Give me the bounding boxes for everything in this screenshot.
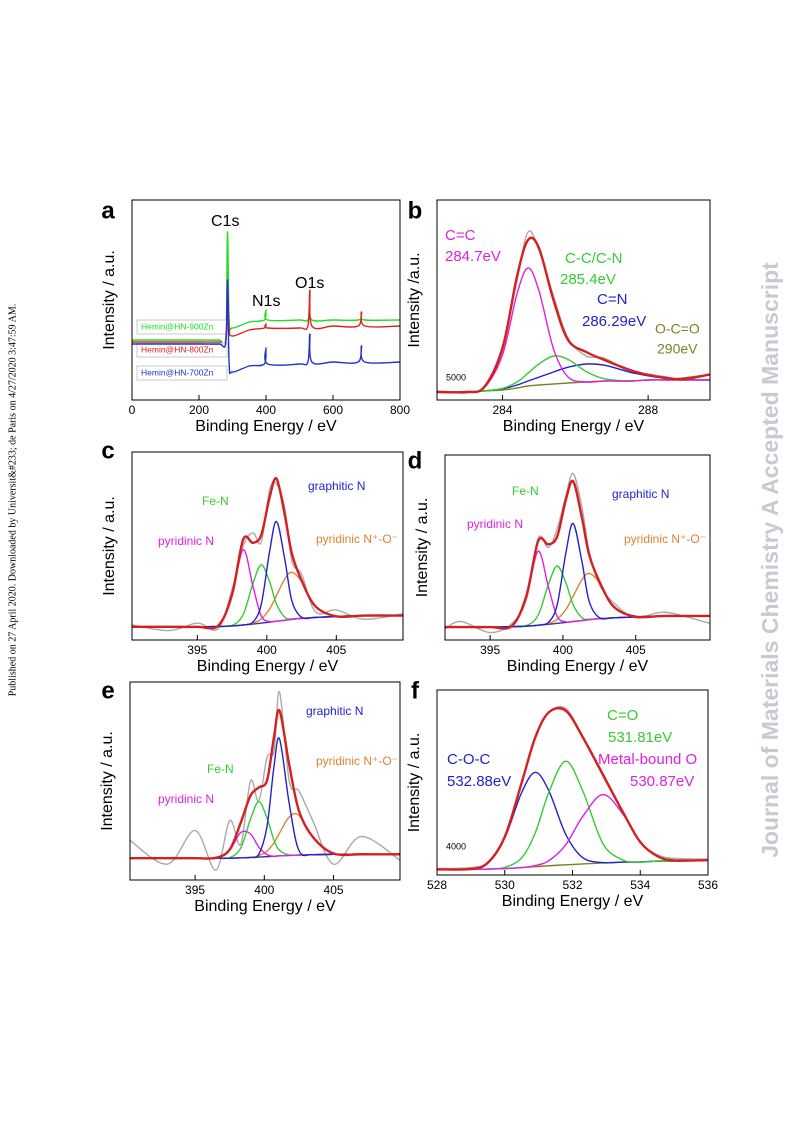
data-line [445, 479, 711, 630]
annotation: 285.4eV [560, 271, 616, 288]
x-tick-label: 200 [189, 403, 209, 417]
annotation: C=C [445, 227, 476, 244]
legend-label: Hemin@HN-900Zn [141, 321, 214, 331]
annotation: graphitic N [306, 704, 363, 718]
plot-frame [131, 451, 404, 641]
x-tick-label: 405 [324, 883, 344, 897]
plot-frame [129, 681, 401, 881]
annotation: 4000 [446, 841, 466, 851]
data-line [445, 572, 711, 628]
x-tick-label: 395 [185, 883, 205, 897]
x-tick-label: 600 [323, 403, 343, 417]
annotation: 531.81eV [608, 729, 672, 746]
annotation: pyridinic N [158, 534, 214, 548]
legend-label: Hemin@HN-800Zn [141, 344, 214, 354]
panel-label: c [101, 437, 114, 464]
y-axis-label: Intensity / a.u. [101, 496, 118, 596]
annotation: Fe-N [207, 762, 234, 776]
journal-name: Journal of Materials Chemistry A Accepte… [757, 262, 783, 858]
annotation: graphitic N [612, 487, 669, 501]
panel-label: e [101, 677, 114, 704]
data-line [436, 236, 711, 394]
annotation: 532.88eV [447, 773, 511, 790]
annotation: Fe-N [512, 484, 539, 498]
data-line [129, 800, 400, 860]
annotation: C-C/C-N [565, 250, 623, 267]
plot-frame [436, 199, 711, 401]
y-axis-label: Intensity / a.u. [101, 250, 118, 350]
annotation: Metal-bound O [598, 751, 697, 768]
x-axis-label: Binding Energy / eV [197, 658, 339, 675]
annotation: C1s [211, 213, 239, 230]
data-line [445, 522, 711, 628]
data-line [131, 279, 401, 375]
x-tick-label: 532 [562, 878, 582, 892]
annotation: pyridinic N [467, 517, 523, 531]
x-tick-label: 400 [254, 883, 274, 897]
annotation: graphitic N [308, 479, 365, 493]
y-axis-label: Intensity / a.u. [414, 498, 431, 598]
data-line [131, 481, 404, 632]
x-tick-label: 395 [187, 643, 207, 657]
annotation: N1s [252, 293, 280, 310]
annotation: C-O-C [447, 751, 490, 768]
panel-label: f [411, 677, 420, 704]
x-axis-label: Binding Energy / eV [194, 898, 336, 915]
data-line [132, 477, 404, 630]
panel-label: d [408, 447, 423, 474]
annotation: C=N [597, 291, 627, 308]
x-tick-label: 528 [427, 878, 447, 892]
annotation: pyridinic N [158, 792, 214, 806]
x-tick-label: 288 [638, 403, 658, 417]
annotation: pyridinic N⁺-O⁻ [316, 532, 398, 546]
legend-box [136, 365, 228, 381]
annotation: 530.87eV [630, 773, 694, 790]
panel-label: a [101, 197, 115, 224]
x-tick-label: 405 [626, 643, 646, 657]
legend-label: Hemin@HN-700Zn [141, 367, 214, 377]
annotation: O1s [295, 275, 324, 292]
annotation: O-C=O [655, 321, 700, 337]
annotation: C=O [607, 707, 638, 724]
data-line [445, 565, 711, 628]
x-axis-label: Binding Energy / eV [503, 418, 645, 435]
y-axis-label: Intensity /a.u. [406, 252, 423, 347]
y-axis-label: Intensity / a.u. [406, 733, 423, 833]
annotation: Fe-N [202, 494, 229, 508]
x-tick-label: 0 [129, 403, 136, 417]
data-line [436, 355, 710, 393]
side-note: Published on 27 April 2020. Downloaded b… [7, 304, 18, 697]
x-tick-label: 284 [493, 403, 513, 417]
panel-label: b [408, 197, 423, 224]
x-tick-label: 534 [630, 878, 650, 892]
data-line [436, 707, 709, 871]
legend-box [136, 342, 228, 358]
x-axis-label: Binding Energy / eV [195, 418, 337, 435]
data-line [129, 691, 401, 871]
plot-frame [444, 454, 711, 641]
x-tick-label: 530 [495, 878, 515, 892]
annotation: 290eV [657, 341, 698, 357]
annotation: 5000 [446, 372, 466, 382]
data-line [436, 267, 710, 394]
data-line [132, 564, 404, 628]
x-tick-label: 395 [480, 643, 500, 657]
x-tick-label: 400 [257, 643, 277, 657]
annotation: 284.7eV [445, 248, 501, 265]
x-axis-label: Binding Energy / eV [502, 893, 644, 910]
x-tick-label: 400 [256, 403, 276, 417]
annotation: pyridinic N⁺-O⁻ [316, 754, 398, 768]
x-tick-label: 405 [326, 643, 346, 657]
x-tick-label: 800 [390, 403, 410, 417]
data-line [129, 708, 401, 860]
data-line [132, 520, 404, 628]
y-axis-label: Intensity / a.u. [99, 731, 116, 831]
annotation: 286.29eV [582, 313, 646, 330]
x-tick-label: 400 [553, 643, 573, 657]
x-tick-label: 536 [698, 878, 718, 892]
annotation: pyridinic N⁺-O⁻ [624, 532, 706, 546]
x-axis-label: Binding Energy / eV [507, 658, 649, 675]
